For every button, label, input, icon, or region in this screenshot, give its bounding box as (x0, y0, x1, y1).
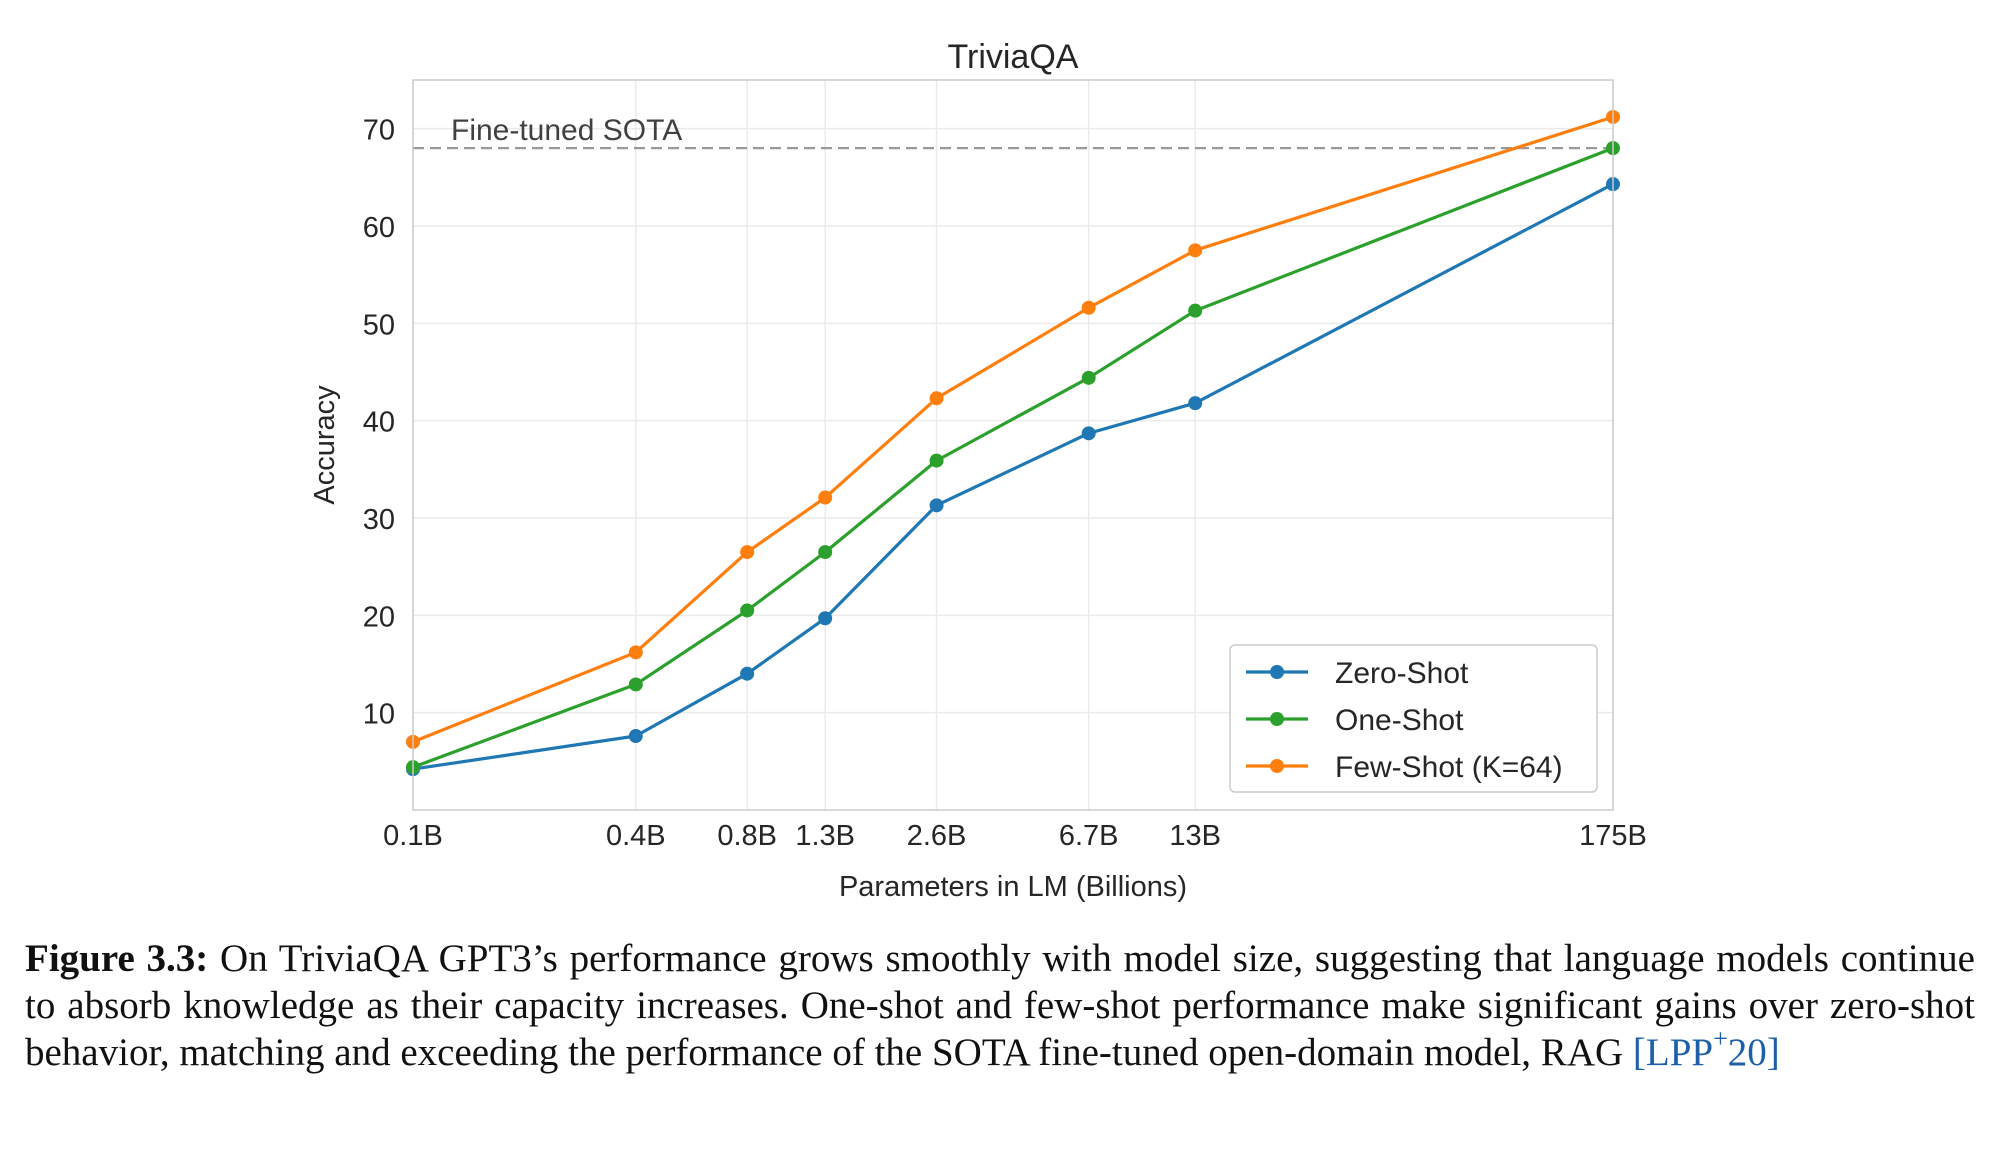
series-line-one-shot (412, 146, 1614, 769)
citation-authors: LPP (1645, 1031, 1714, 1074)
plot-frame (412, 79, 1614, 811)
data-point-zero-shot (628, 729, 643, 744)
series-layer (406, 109, 1620, 777)
data-point-few-shot-k-64 (740, 545, 755, 560)
data-point-zero-shot (1081, 426, 1096, 441)
data-point-few-shot-k-64 (929, 391, 944, 406)
y-tick-label: 60 (363, 212, 395, 244)
data-point-one-shot (1188, 303, 1203, 318)
legend-items: Zero-Shot One-Shot Few-Shot (K=64) (1246, 657, 1563, 784)
data-point-one-shot (818, 545, 833, 560)
citation-open-bracket: [ (1632, 1031, 1646, 1074)
caption-label: Figure 3.3: (25, 937, 209, 980)
x-tick-label: 6.7B (1059, 820, 1119, 852)
legend-item-one-shot: One-Shot (1246, 704, 1464, 737)
data-point-zero-shot (929, 498, 944, 513)
x-axis-label: Parameters in LM (Billions) (839, 871, 1187, 903)
x-tick-label: 13B (1169, 820, 1221, 852)
caption-text: On TriviaQA GPT3’s performance grows smo… (25, 937, 1975, 1074)
y-tick-label: 20 (363, 601, 395, 633)
data-point-one-shot (628, 677, 643, 692)
legend-label: One-Shot (1335, 704, 1464, 737)
legend-item-few-shot-k-64: Few-Shot (K=64) (1246, 751, 1563, 784)
series-few-shot-k-64 (406, 109, 1620, 749)
series-line-few-shot-k-64 (412, 115, 1614, 744)
legend-label: Few-Shot (K=64) (1335, 751, 1563, 784)
citation-year: 20 (1727, 1031, 1767, 1074)
citation-close-bracket: ] (1766, 1031, 1780, 1074)
x-tick-label: 2.6B (907, 820, 967, 852)
tick-label-layer: 10 20 30 40 50 60 70 0.1B 0.4B 0.8B 1.3B 2.6B 6.7B 13… (363, 115, 1647, 852)
data-point-one-shot (740, 603, 755, 618)
series-line-zero-shot (412, 182, 1614, 771)
citation-link[interactable]: [LPP+20] (1632, 1026, 1780, 1075)
chart-title: TriviaQA (948, 38, 1079, 76)
y-axis-label: Accuracy (309, 385, 341, 505)
data-point-zero-shot (1188, 396, 1203, 411)
legend: Zero-Shot One-Shot Few-Shot (K=64) (1229, 644, 1598, 793)
y-tick-label: 70 (363, 115, 395, 147)
legend-marker (1270, 712, 1284, 726)
x-tick-label: 0.1B (383, 820, 443, 852)
data-point-zero-shot (818, 611, 833, 626)
data-point-few-shot-k-64 (818, 490, 833, 505)
data-point-one-shot (1081, 370, 1096, 385)
data-point-few-shot-k-64 (628, 645, 643, 660)
y-tick-label: 30 (363, 504, 395, 536)
data-point-few-shot-k-64 (1188, 243, 1203, 258)
reference-layer: Fine-tuned SOTA (413, 114, 1613, 150)
figure-caption: Figure 3.3: On TriviaQA GPT3’s performan… (25, 935, 1975, 1076)
series-one-shot (406, 141, 1620, 775)
legend-marker (1270, 759, 1284, 773)
x-tick-label: 0.4B (606, 820, 666, 852)
sota-reference-label: Fine-tuned SOTA (451, 114, 682, 147)
legend-label: Zero-Shot (1335, 657, 1469, 690)
y-tick-label: 50 (363, 309, 395, 341)
data-point-zero-shot (740, 666, 755, 681)
x-tick-label: 0.8B (717, 820, 777, 852)
triviaqa-chart: Fine-tuned SOTA 10 20 30 40 50 60 70 0.1B 0.4B 0.… (309, 38, 1647, 903)
y-tick-label: 10 (363, 699, 395, 731)
citation-superscript: + (1713, 1024, 1728, 1053)
data-point-few-shot-k-64 (1081, 300, 1096, 315)
x-tick-label: 175B (1579, 820, 1647, 852)
x-tick-label: 1.3B (795, 820, 855, 852)
legend-box (1229, 644, 1598, 793)
data-point-one-shot (929, 453, 944, 468)
y-tick-label: 40 (363, 407, 395, 439)
legend-marker (1270, 665, 1284, 679)
legend-item-zero-shot: Zero-Shot (1246, 657, 1469, 690)
